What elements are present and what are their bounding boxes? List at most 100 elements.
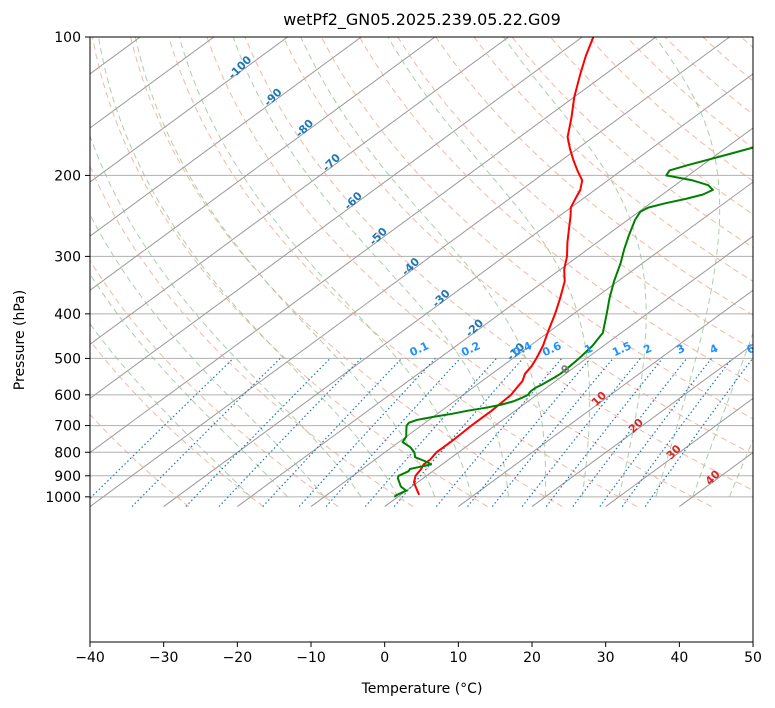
moist-adiabat [729,438,753,497]
mixing-ratio-label: 8 [763,342,775,357]
dry-adiabat [90,339,264,507]
mixing-ratio-line [599,358,712,507]
isotherm-label: -100 [226,53,255,82]
plot-frame [89,36,754,643]
x-tick-label: 10 [449,650,467,666]
pressure-gridlines [90,37,753,498]
moist-adiabat-lines [90,37,753,498]
y-tick-label: 100 [54,30,81,46]
dry-adiabat-lines [90,37,753,508]
isotherm-label: -40 [399,255,422,278]
dry-adiabat [168,37,638,508]
mixing-ratio-label: 2 [641,342,653,357]
y-axis-label: Pressure (hPa) [12,290,28,390]
mixing-ratio-line [572,358,688,507]
isotherm-line [90,37,215,129]
mixing-ratio-label: 4 [708,342,721,357]
mixing-ratio-line [325,357,461,508]
moist-adiabat [178,37,473,497]
isotherm-line [90,37,657,454]
isotherm-line [90,37,436,291]
moist-adiabat [134,37,436,497]
y-tick-label: 700 [54,419,81,435]
moist-adiabat [98,37,399,498]
isotherm-label: -60 [342,189,365,212]
sounding-profiles [393,37,753,498]
dry-adiabat [320,37,753,420]
dry-adiabat-label: 40 [703,467,723,487]
mixing-ratio-line [298,357,436,508]
isotherm-line [0,37,67,507]
mixing-ratio-label: 0.4 [511,339,534,359]
isotherm-line [531,343,753,507]
x-tick-label: 0 [380,650,389,666]
moist-adiabat [90,273,288,498]
isotherm-line [90,37,141,75]
x-tick-label: 50 [744,650,762,666]
isotherm-lines [0,37,753,507]
dry-adiabat [206,37,712,508]
isotherm-line [605,397,753,507]
isotherm-label: -50 [367,225,390,248]
mixing-ratio-line [364,357,497,508]
mixing-ratio-line [491,358,614,507]
mixing-ratio-line [621,358,733,507]
moist-adiabat [90,134,362,498]
x-tick-label: −20 [223,650,253,666]
dry-adiabat [702,37,753,82]
dry-adiabat [90,413,190,507]
isotherm-line [310,181,753,507]
dry-adiabat [244,37,753,491]
mixing-ratio-line [545,358,663,507]
x-tick-label: 20 [523,650,541,666]
isotherm-line [90,37,509,345]
isotherm-line [752,505,753,507]
mixing-ratio-line [131,357,281,508]
y-tick-label: 900 [54,469,81,485]
isotherm-label: -80 [293,117,316,140]
y-tick-label: 500 [54,351,81,367]
temperature-line [413,37,595,496]
mixing-ratio-line [90,357,234,500]
isotherm-line [90,37,362,237]
dry-adiabat [473,37,753,282]
chart-title: wetPf2_GN05.2025.239.05.22.G09 [283,10,561,30]
moist-adiabat [232,37,509,497]
isotherm-line [384,235,753,507]
x-tick-label: 30 [597,650,615,666]
y-tick-label: 600 [54,388,81,404]
mixing-ratio-line [467,358,591,507]
isotherm-label: -20 [463,316,486,339]
y-tick-label: 1000 [45,490,81,506]
dry-adiabat [664,37,753,116]
mixing-ratio-line [644,358,753,507]
mixing-ratio-label: 0.1 [408,339,431,359]
moist-adiabat [502,37,647,497]
dry-adiabat [282,37,753,455]
isotherm-line [679,451,753,507]
mixing-ratio-line [393,357,524,507]
y-tick-label: 800 [54,445,81,461]
isotherm-label: -30 [430,287,453,310]
isotherm-label: -90 [261,86,284,109]
isotherm-line [90,37,583,400]
isotherm-line [90,37,288,183]
y-tick-label: 400 [54,307,81,323]
mixing-ratio-line [521,358,641,507]
dry-adiabat-label: 10 [589,389,609,409]
isotherm-label: -70 [320,151,343,174]
moist-adiabat [692,331,753,497]
dry-adiabat [91,37,488,508]
moist-adiabat [90,322,251,498]
x-tick-label: −30 [149,650,179,666]
isotherm-line [237,127,753,507]
isotherm-line [90,37,730,507]
dry-adiabat [90,165,414,508]
mixing-ratio-line [218,357,362,508]
y-tick-label: 200 [54,168,81,184]
moist-adiabat [654,37,721,497]
dry-adiabat [511,37,753,249]
isotherm-line [163,73,753,507]
x-tick-label: −40 [75,650,105,666]
